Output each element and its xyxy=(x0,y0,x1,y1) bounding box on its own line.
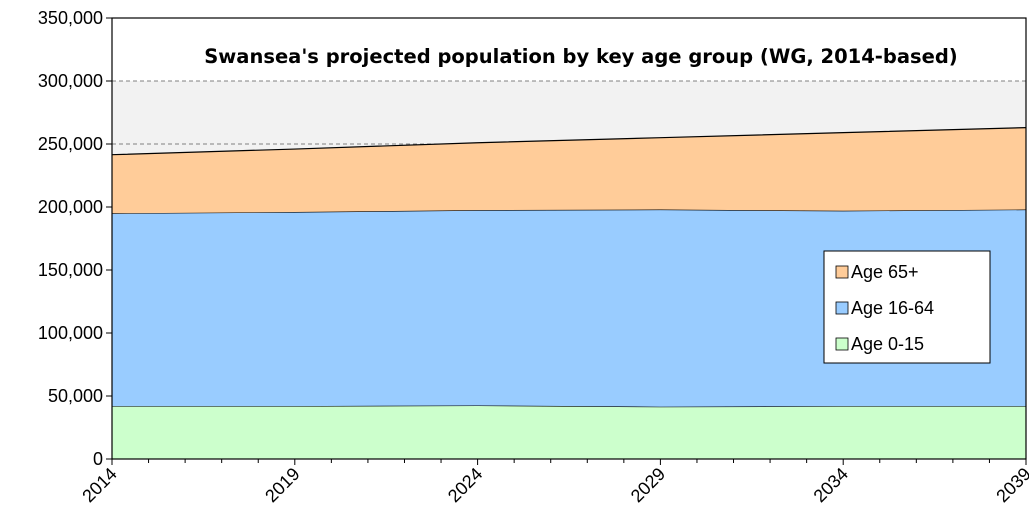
y-axis-ticks: 0 50,000 100,000 150,000 200,000 250,000 300,0… xyxy=(38,8,112,469)
y-tick-label: 0 xyxy=(93,449,103,469)
y-tick-label: 250,000 xyxy=(38,134,103,154)
y-tick-label: 350,000 xyxy=(38,8,103,28)
plot-top-band xyxy=(112,18,1026,81)
area-edge-1 xyxy=(111,208,1027,214)
y-tick-label: 300,000 xyxy=(38,71,103,91)
y-tick-label: 50,000 xyxy=(48,386,103,406)
legend-swatch xyxy=(835,301,849,315)
legend-label: Age 16-64 xyxy=(851,298,934,318)
stacked-areas xyxy=(111,127,1027,459)
area-age-0-15 xyxy=(112,405,1026,459)
area-edge-2 xyxy=(111,127,1027,156)
legend-box xyxy=(823,250,991,364)
area-age-65- xyxy=(112,127,1026,214)
y-tick-label: 100,000 xyxy=(38,323,103,343)
legend-swatch xyxy=(835,337,849,351)
y-tick-label: 150,000 xyxy=(38,260,103,280)
plot-border xyxy=(111,17,1027,460)
legend-swatch xyxy=(835,265,849,279)
gridlines xyxy=(112,18,1026,145)
chart-title: Swansea's projected population by key ag… xyxy=(204,45,957,68)
area-age-16-64 xyxy=(112,209,1026,407)
axes xyxy=(111,17,1027,460)
legend-label: Age 0-15 xyxy=(851,334,924,354)
legend-label: Age 65+ xyxy=(851,262,919,282)
y-tick-label: 200,000 xyxy=(38,197,103,217)
legend: Age 65+ Age 16-64 Age 0-15 xyxy=(823,250,991,364)
